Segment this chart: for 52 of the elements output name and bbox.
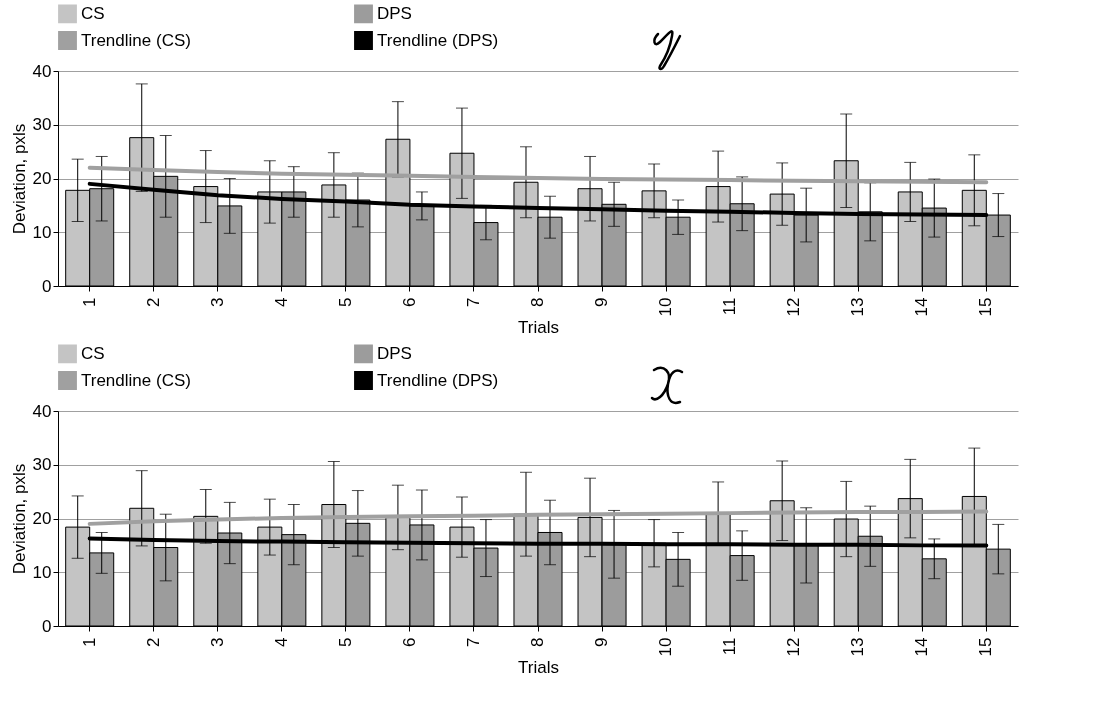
x-tick-label: 7 bbox=[463, 637, 483, 647]
x-tick-label: 2 bbox=[143, 297, 163, 307]
legend-label: Trendline (CS) bbox=[81, 30, 191, 50]
y-tick-label: 30 bbox=[32, 455, 52, 475]
x-tick-label: 14 bbox=[912, 297, 932, 317]
x-tick-label: 6 bbox=[399, 297, 419, 307]
y-axis-title: Deviation, pxls bbox=[9, 463, 29, 575]
x-tick-label: 3 bbox=[207, 297, 227, 307]
x-tick-label: 3 bbox=[207, 637, 227, 647]
x-tick-label: 10 bbox=[656, 637, 676, 657]
x-axis-title: Trials bbox=[518, 658, 559, 678]
legend-label: DPS bbox=[377, 343, 412, 363]
x-tick-label: 5 bbox=[335, 637, 355, 647]
x-tick-label: 9 bbox=[592, 297, 612, 307]
y-tick-label: 10 bbox=[32, 222, 52, 242]
x-tick-label: 13 bbox=[848, 297, 868, 317]
x-tick-label: 6 bbox=[399, 637, 419, 647]
y-tick-label: 40 bbox=[32, 61, 52, 81]
x-tick-label: 13 bbox=[848, 637, 868, 657]
y-tick-label: 40 bbox=[32, 401, 52, 421]
legend-label: Trendline (DPS) bbox=[377, 30, 499, 50]
x-tick-label: 1 bbox=[79, 297, 99, 307]
legend-label: DPS bbox=[377, 3, 412, 23]
y-tick-label: 0 bbox=[42, 276, 52, 296]
y-tick-label: 20 bbox=[32, 509, 52, 528]
x-tick-label: 12 bbox=[784, 637, 804, 657]
x-tick-label: 10 bbox=[656, 297, 676, 317]
x-tick-label: 15 bbox=[976, 637, 996, 657]
y-tick-label: 20 bbox=[32, 169, 52, 188]
x-tick-label: 11 bbox=[720, 637, 740, 656]
x-tick-label: 5 bbox=[335, 297, 355, 307]
x-tick-label: 7 bbox=[463, 297, 483, 307]
x-tick-label: 8 bbox=[528, 297, 547, 307]
legend-label: Trendline (CS) bbox=[81, 370, 191, 390]
y-tick-label: 0 bbox=[42, 616, 52, 636]
x-tick-label: 4 bbox=[271, 637, 291, 647]
legend-label: CS bbox=[81, 343, 105, 363]
x-tick-label: 4 bbox=[271, 297, 291, 307]
x-tick-label: 12 bbox=[784, 297, 804, 317]
x-tick-label: 1 bbox=[79, 637, 99, 647]
x-tick-label: 11 bbox=[720, 297, 740, 316]
x-tick-label: 9 bbox=[592, 637, 612, 647]
y-axis-title: Deviation, pxls bbox=[9, 123, 29, 235]
x-tick-label: 15 bbox=[976, 297, 996, 317]
y-tick-label: 10 bbox=[32, 562, 52, 582]
x-axis-title: Trials bbox=[518, 318, 559, 338]
x-tick-label: 14 bbox=[912, 637, 932, 657]
x-tick-label: 8 bbox=[528, 637, 547, 647]
y-tick-label: 30 bbox=[32, 115, 52, 135]
legend-label: Trendline (DPS) bbox=[377, 370, 499, 390]
legend-label: CS bbox=[81, 3, 105, 23]
x-tick-label: 2 bbox=[143, 637, 163, 647]
